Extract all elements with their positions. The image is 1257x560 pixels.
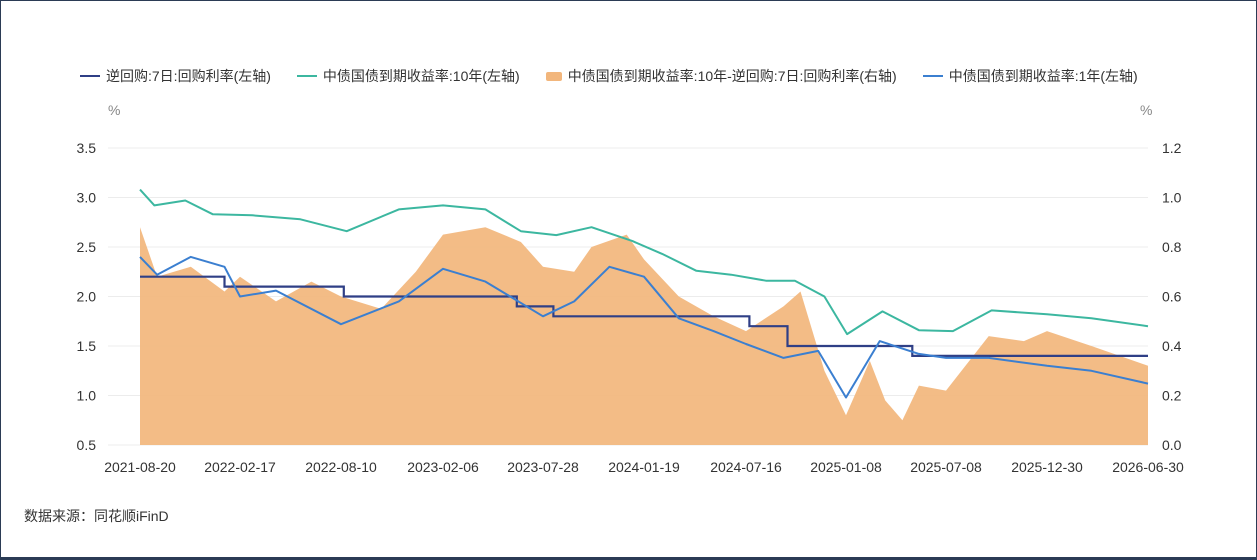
right-axis-tick: 0.4	[1162, 338, 1182, 354]
legend-swatch-repo	[80, 75, 100, 77]
left-axis-tick: 3.5	[77, 140, 97, 156]
legend-item-10y[interactable]: 中债国债到期收益率:10年(左轴)	[296, 66, 520, 86]
legend-item-1y[interactable]: 中债国债到期收益率:1年(左轴)	[922, 66, 1138, 86]
legend-item-repo[interactable]: 逆回购:7日:回购利率(左轴)	[80, 66, 271, 86]
spread-area	[140, 227, 1148, 445]
left-axis-tick: 1.5	[77, 338, 97, 354]
x-axis-tick: 2025-01-08	[810, 459, 882, 475]
x-axis-tick: 2026-06-30	[1112, 459, 1184, 475]
x-axis-tick: 2024-01-19	[608, 459, 680, 475]
right-axis-tick: 1.2	[1162, 140, 1182, 156]
legend-item-spread[interactable]: 中债国债到期收益率:10年-逆回购:7日:回购利率(右轴)	[545, 66, 897, 86]
chart-legend: 逆回购:7日:回购利率(左轴) 中债国债到期收益率:10年(左轴) 中债国债到期…	[80, 66, 1138, 86]
legend-label-1y: 中债国债到期收益率:1年(左轴)	[948, 68, 1138, 84]
left-axis-tick: 1.0	[77, 388, 97, 404]
x-axis-tick: 2023-07-28	[507, 459, 579, 475]
yield-10y-line	[139, 188, 1149, 336]
x-axis-tick: 2021-08-20	[104, 459, 176, 475]
yield-1y-line	[139, 255, 1149, 399]
left-axis-tick: 0.5	[77, 437, 97, 453]
right-axis-tick: 0.0	[1162, 437, 1182, 453]
x-axis-tick: 2022-08-10	[305, 459, 377, 475]
right-axis-tick: 0.8	[1162, 239, 1182, 255]
x-axis-tick: 2023-02-06	[407, 459, 479, 475]
legend-label-repo: 逆回购:7日:回购利率(左轴)	[106, 68, 271, 84]
x-axis-tick: 2024-07-16	[710, 459, 782, 475]
legend-swatch-spread	[545, 71, 562, 81]
legend-label-spread: 中债国债到期收益率:10年-逆回购:7日:回购利率(右轴)	[567, 68, 897, 84]
x-axis-tick: 2022-02-17	[204, 459, 276, 475]
right-axis-tick: 1.0	[1162, 190, 1182, 206]
left-axis-unit: %	[108, 102, 120, 118]
right-axis-tick: 0.2	[1162, 388, 1182, 404]
right-axis-tick: 0.6	[1162, 289, 1182, 305]
data-source-note: 数据来源：同花顺iFinD	[24, 508, 169, 524]
legend-label-10y: 中债国债到期收益率:10年(左轴)	[322, 68, 520, 84]
legend-swatch-1y	[922, 75, 943, 77]
left-axis-tick: 2.5	[77, 239, 97, 255]
left-axis-tick: 2.0	[77, 289, 97, 305]
left-axis-tick: 3.0	[77, 190, 97, 206]
x-axis-tick: 2025-07-08	[910, 459, 982, 475]
right-axis-unit: %	[1140, 102, 1152, 118]
x-axis-tick: 2025-12-30	[1011, 459, 1083, 475]
legend-swatch-10y	[296, 75, 317, 77]
